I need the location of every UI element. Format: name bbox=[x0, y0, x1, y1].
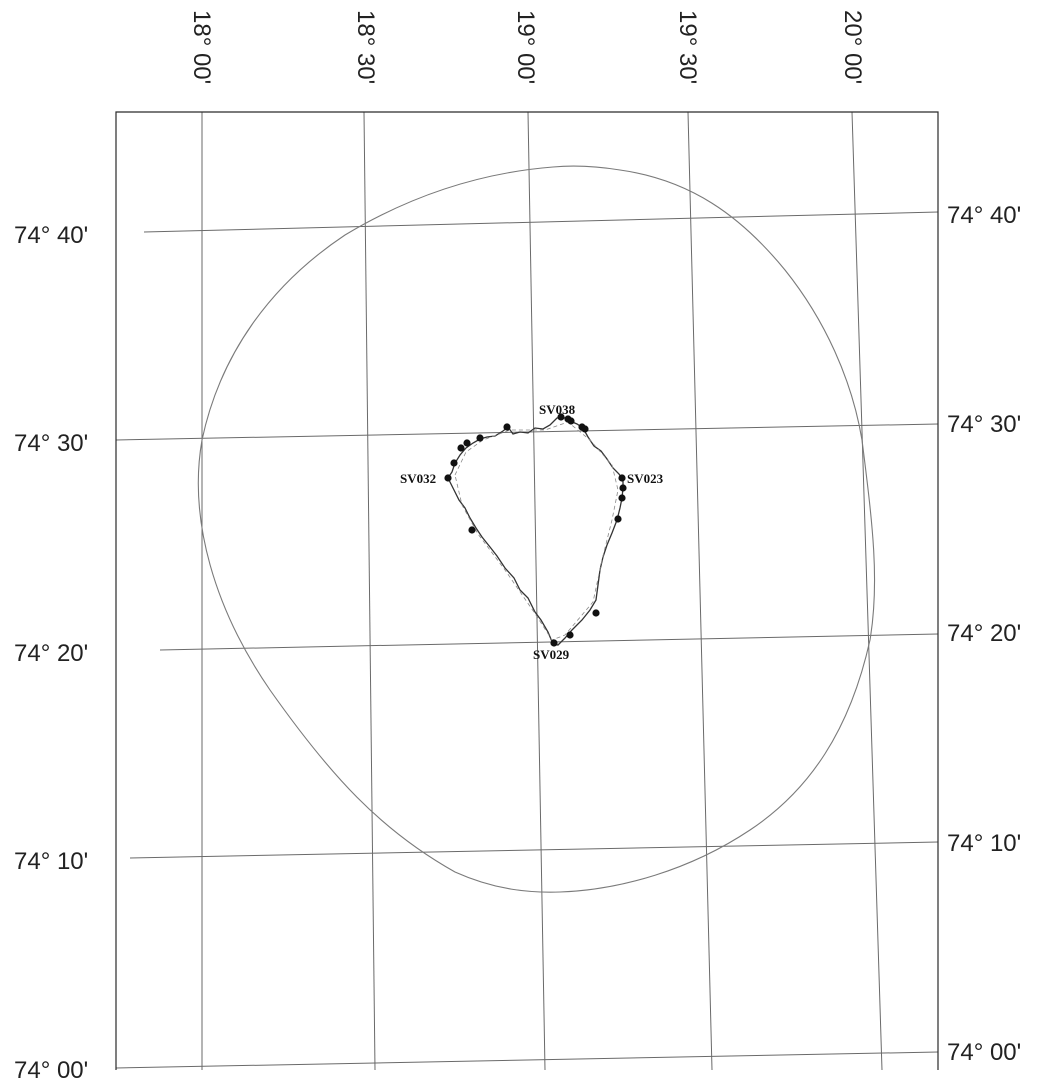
map-frame bbox=[115, 111, 939, 1070]
station-marker bbox=[592, 609, 600, 617]
meridian-18-30 bbox=[363, 111, 376, 1071]
latitude-label-right: 74° 00' bbox=[947, 1039, 1021, 1066]
station-marker bbox=[557, 413, 565, 421]
station-marker bbox=[566, 631, 574, 639]
station-marker bbox=[444, 474, 452, 482]
station-labels: SV038 SV023 SV032 SV029 bbox=[400, 402, 664, 662]
meridian-20-00 bbox=[851, 111, 883, 1071]
meridian-19-00 bbox=[527, 111, 546, 1071]
longitude-label: 20° 00' bbox=[839, 10, 866, 84]
station-marker bbox=[550, 639, 558, 647]
graticule bbox=[115, 111, 939, 1071]
station-marker bbox=[476, 434, 484, 442]
station-label-sv032: SV032 bbox=[400, 471, 436, 486]
station-marker bbox=[614, 515, 622, 523]
latitude-label-left: 74° 30' bbox=[14, 430, 88, 457]
latitude-labels-right: 74° 40' 74° 30' 74° 20' 74° 10' 74° 00' bbox=[947, 202, 1021, 1066]
meridian-19-30 bbox=[687, 111, 713, 1071]
longitude-label: 18° 00' bbox=[188, 10, 215, 84]
station-marker bbox=[468, 526, 476, 534]
latitude-label-right: 74° 10' bbox=[947, 830, 1021, 857]
station-marker bbox=[581, 425, 589, 433]
station-marker bbox=[457, 444, 465, 452]
station-marker bbox=[450, 459, 458, 467]
station-marker bbox=[503, 423, 511, 431]
longitude-label: 19° 00' bbox=[512, 10, 539, 84]
latitude-label-left: 74° 10' bbox=[14, 848, 88, 875]
longitude-label: 18° 30' bbox=[352, 10, 379, 84]
longitude-labels: 18° 00' 18° 30' 19° 00' 19° 30' 20° 00' bbox=[188, 10, 866, 84]
station-marker bbox=[619, 484, 627, 492]
station-marker bbox=[618, 474, 626, 482]
longitude-label: 19° 30' bbox=[674, 10, 701, 84]
parallel-74-10 bbox=[129, 841, 939, 859]
latitude-labels-left: 74° 40' 74° 30' 74° 20' 74° 10' 74° 00' bbox=[14, 222, 88, 1082]
station-marker bbox=[618, 494, 626, 502]
parallel-74-40 bbox=[143, 211, 939, 233]
station-marker bbox=[463, 439, 471, 447]
latitude-label-left: 74° 40' bbox=[14, 222, 88, 249]
station-marker bbox=[567, 417, 575, 425]
outer-boundary-ring bbox=[197, 165, 876, 893]
latitude-label-right: 74° 40' bbox=[947, 202, 1021, 229]
station-label-sv029: SV029 bbox=[533, 647, 570, 662]
parallel-74-30 bbox=[115, 423, 939, 441]
station-markers bbox=[444, 413, 627, 647]
parallel-74-20 bbox=[159, 633, 939, 651]
latitude-label-right: 74° 30' bbox=[947, 411, 1021, 438]
station-label-sv038: SV038 bbox=[539, 402, 576, 417]
parallel-74-00 bbox=[115, 1051, 939, 1069]
station-label-sv023: SV023 bbox=[627, 471, 664, 486]
latitude-label-left: 74° 20' bbox=[14, 640, 88, 667]
latitude-label-left: 74° 00' bbox=[14, 1057, 88, 1082]
latitude-label-right: 74° 20' bbox=[947, 620, 1021, 647]
